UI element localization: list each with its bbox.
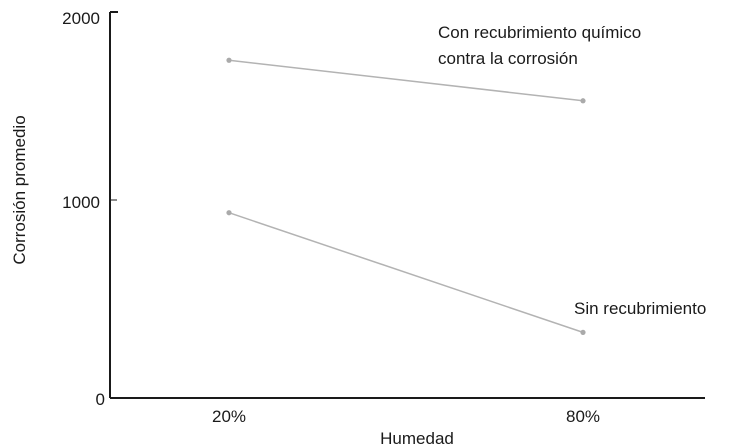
data-point-sin-recubrimiento-80 [580, 329, 586, 335]
y-tick-label-1000: 1000 [62, 193, 100, 212]
data-point-con-recubrimiento-20 [226, 57, 232, 63]
data-point-sin-recubrimiento-20 [226, 210, 232, 216]
series-line-con-recubrimiento [228, 59, 584, 102]
y-axis-title: Corrosión promedio [10, 115, 29, 264]
data-point-con-recubrimiento-80 [580, 98, 586, 104]
y-tick-label-0: 0 [96, 390, 105, 409]
x-tick-label-20: 20% [212, 407, 246, 426]
y-tick-label-2000: 2000 [62, 9, 100, 28]
series-label-sin-recubrimiento: Sin recubrimiento [574, 299, 706, 318]
series-line-sin-recubrimiento [228, 212, 584, 334]
series-label-con-recubrimiento-line1: Con recubrimiento químico [438, 23, 641, 42]
x-tick-label-80: 80% [566, 407, 600, 426]
series-label-con-recubrimiento-line2: contra la corrosión [438, 49, 578, 68]
x-axis-title: Humedad [380, 429, 454, 448]
